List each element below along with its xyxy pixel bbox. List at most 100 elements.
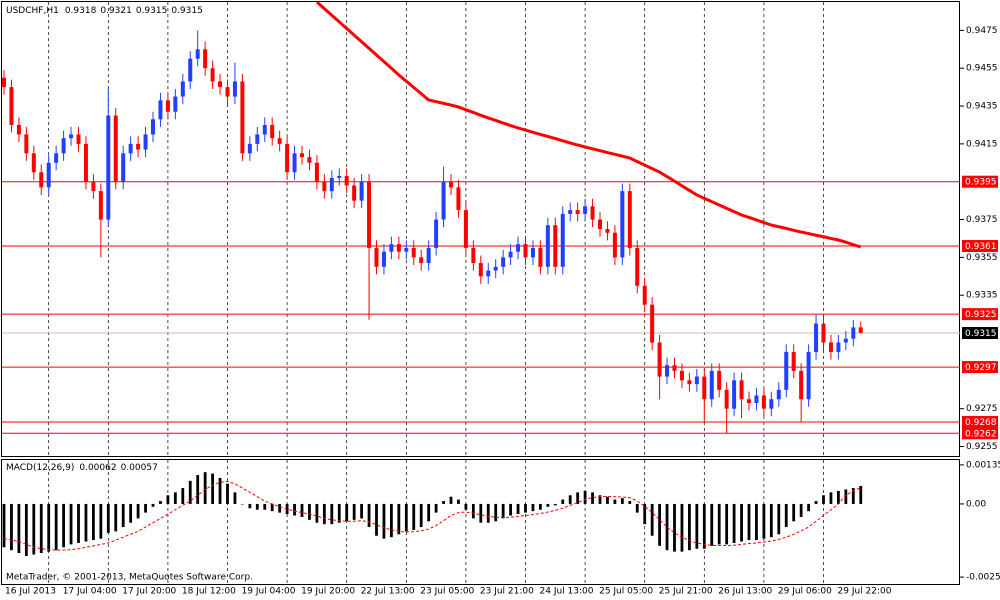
level-tag-label: 0.9361: [965, 242, 997, 252]
candle-body: [449, 181, 453, 188]
macd-bar: [263, 503, 267, 510]
candle-body: [255, 134, 260, 144]
candle-body: [136, 143, 141, 150]
macd-bar: [568, 495, 572, 504]
candle-body: [419, 257, 424, 264]
candle-body: [83, 143, 88, 182]
candle-body: [232, 81, 237, 97]
candle-body: [843, 338, 848, 343]
macd-bar: [524, 503, 527, 513]
candle-body: [426, 247, 431, 264]
macd-bar: [688, 503, 691, 551]
y-tick-label: 0.9475: [966, 26, 998, 36]
macd-bar: [799, 503, 803, 517]
candle-body: [575, 210, 580, 214]
level-tag: [962, 415, 998, 428]
macd-bar: [129, 503, 133, 523]
candle-body: [553, 225, 558, 267]
macd-bar: [546, 503, 550, 507]
x-tick-label: 17 Jul 04:00: [63, 587, 117, 597]
macd-bar: [479, 503, 483, 523]
macd-bar: [762, 503, 766, 539]
candle-body: [106, 115, 111, 220]
macd-bar: [695, 503, 699, 549]
macd-bar: [255, 503, 259, 510]
indicator-name: MACD(12,26,9): [6, 463, 74, 473]
candle-body: [665, 365, 670, 377]
macd-bar: [717, 503, 721, 545]
macd-bar: [404, 503, 408, 532]
candle-body: [61, 138, 66, 154]
y-tick-label: 0.9375: [966, 215, 998, 225]
candle-body: [612, 232, 617, 258]
macd-bar: [92, 503, 95, 541]
candle-body: [679, 370, 684, 381]
macd-bar: [680, 503, 684, 552]
candle-body: [724, 389, 729, 409]
macd-bar: [807, 503, 810, 512]
level-tag: [962, 308, 998, 321]
macd-bar: [54, 503, 58, 551]
candle-body: [799, 370, 804, 400]
macd-bar: [591, 492, 594, 504]
macd-bar: [322, 503, 326, 525]
chart-title-symbol: USDCHF,H1: [6, 6, 59, 16]
candle-body: [635, 247, 640, 286]
macd-bar: [375, 503, 378, 536]
macd-bar: [606, 496, 609, 504]
footer-credit: MetaTrader, © 2001-2013, MetaQuotes Soft…: [6, 573, 253, 583]
macd-bar: [427, 503, 431, 522]
macd-bar: [166, 495, 170, 504]
macd-bar: [822, 495, 825, 504]
level-tag-label: 0.9297: [965, 363, 997, 373]
candle-body: [277, 138, 282, 144]
candle-body: [836, 342, 841, 352]
macd-bar: [747, 503, 751, 541]
y-tick-label: 0.00: [966, 499, 986, 509]
candle-body: [694, 376, 699, 385]
candle-body: [791, 351, 796, 371]
macd-bar: [464, 503, 468, 510]
macd-bar: [471, 503, 475, 519]
macd-bar: [583, 490, 587, 504]
level-tag: [962, 240, 998, 253]
macd-bar: [99, 503, 103, 539]
y-tick-label: 0.9335: [966, 291, 998, 301]
ohlc-open: 0.9318: [65, 6, 97, 16]
candle-body: [709, 370, 714, 400]
macd-bar: [397, 503, 401, 535]
candle-body: [776, 389, 781, 400]
macd-bar: [598, 495, 602, 504]
level-tag: [962, 427, 998, 440]
macd-bar: [293, 503, 296, 516]
indicator-title: MACD(12,26,9) 0.00062 0.00057: [6, 463, 158, 473]
candle-body: [54, 153, 59, 163]
signal-value: 0.00057: [121, 463, 158, 473]
x-tick-label: 29 Jul 22:00: [838, 587, 892, 597]
macd-bar: [449, 496, 453, 504]
macd-bar: [226, 483, 229, 504]
candle-body: [210, 68, 215, 82]
macd-bar: [755, 503, 758, 541]
candle-body: [158, 100, 163, 120]
moving-average: [315, 0, 862, 249]
chart-title: USDCHF,H1 0.9318 0.9321 0.9315 0.9315: [6, 6, 203, 16]
macd-bar: [181, 488, 185, 504]
macd-bar: [732, 503, 736, 543]
macd-bar: [136, 503, 140, 519]
candle-body: [441, 181, 446, 220]
candle-body: [583, 206, 588, 214]
candle-body: [307, 157, 312, 163]
y-tick-label: 0.9255: [966, 442, 998, 452]
level-tag-label: 0.9262: [965, 429, 997, 439]
candle-body: [508, 251, 513, 258]
macd-bar: [635, 503, 639, 513]
macd-bar: [486, 503, 490, 523]
x-tick-label: 23 Jul 21:00: [480, 587, 534, 597]
candle-body: [128, 143, 133, 154]
y-tick-label: 0.9355: [966, 253, 998, 263]
candle-body: [300, 153, 304, 158]
candle-body: [739, 380, 744, 400]
macd-bar: [844, 489, 848, 504]
macd-bar: [814, 501, 818, 504]
